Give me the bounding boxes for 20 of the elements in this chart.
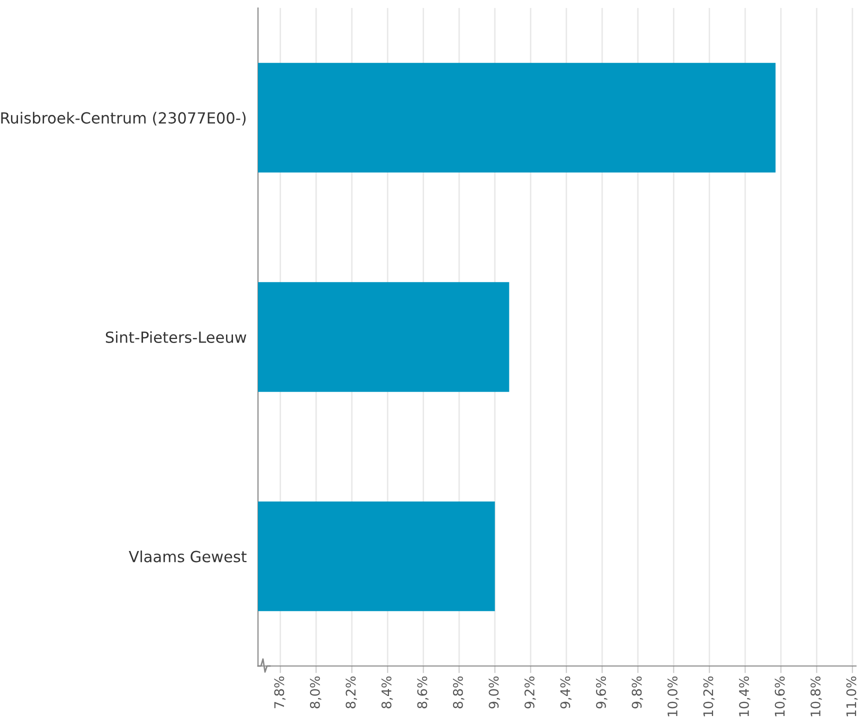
y-tick-label: Ruisbroek-Centrum (23077E00-) <box>1 112 246 126</box>
x-tick-label: 8,0% <box>310 676 322 708</box>
x-tick-label: 9,2% <box>524 676 536 708</box>
x-tick-label: 10,6% <box>774 676 786 716</box>
x-tick-label: 10,8% <box>810 676 822 716</box>
x-tick-label: 8,6% <box>417 676 429 708</box>
x-tick-label: 11,0% <box>846 676 858 716</box>
x-tick-label: 10,4% <box>739 676 750 716</box>
x-tick-label: 9,8% <box>632 676 644 708</box>
x-tick-label: 8,2% <box>346 676 358 708</box>
x-tick-label: 10,0% <box>668 676 679 716</box>
x-tick-label: 9,0% <box>488 676 500 708</box>
y-tick-label: Vlaams Gewest <box>128 550 247 562</box>
y-tick-label: Sint-Pieters-Leeuw <box>106 331 246 344</box>
x-tick-label: 10,2% <box>703 676 715 716</box>
x-tick-label: 8,4% <box>381 676 393 708</box>
x-tick-label: 7,8% <box>274 676 286 708</box>
x-tick-label: 9,4% <box>560 676 572 708</box>
x-tick-label: 9,6% <box>596 676 608 708</box>
x-tick-label: 8,8% <box>452 676 464 708</box>
